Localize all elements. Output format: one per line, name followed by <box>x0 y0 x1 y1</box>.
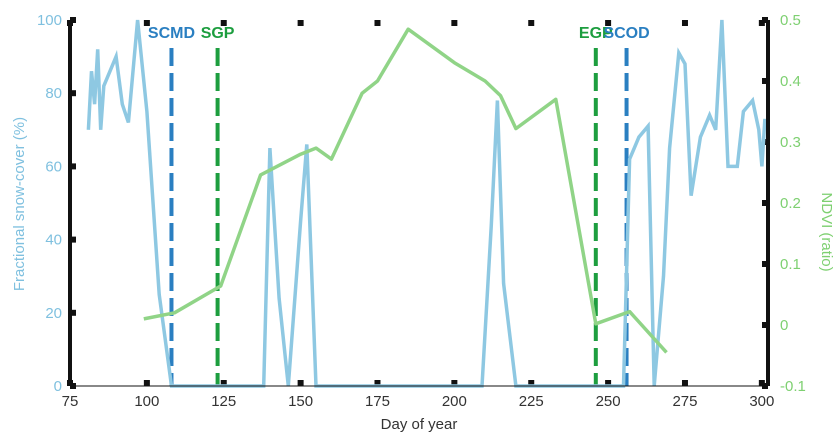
x-tick-label: 125 <box>211 393 236 410</box>
x-tick-label: 175 <box>365 393 390 410</box>
x-tick-label: 150 <box>288 393 313 410</box>
right-y-tick-label: 0.2 <box>780 195 801 212</box>
x-tick-label: 75 <box>62 393 79 410</box>
left-y-tick-mark <box>70 90 76 97</box>
x-tick-mark <box>528 380 535 386</box>
left-y-tick-mark <box>70 236 76 243</box>
x-tick-mark <box>681 380 688 386</box>
x-tick-mark <box>374 380 381 386</box>
plot-frame <box>68 20 770 387</box>
x-tick-mark-top <box>605 20 612 26</box>
right-y-tick-label: 0.3 <box>780 134 801 151</box>
x-tick-label: 200 <box>442 393 467 410</box>
right-y-tick-mark <box>762 322 768 328</box>
x-tick-label: 225 <box>519 393 544 410</box>
left-y-tick-label: 60 <box>45 158 62 175</box>
left-y-tick-mark <box>70 17 76 23</box>
marker-label-egp: EGP <box>579 25 613 42</box>
right-y-tick-label: 0.4 <box>780 73 801 90</box>
x-axis-ticks: 75 100 125 150 175 200 225 250 275 300 <box>62 20 774 410</box>
x-tick-mark <box>758 380 765 386</box>
left-y-tick-label: 40 <box>45 232 62 249</box>
x-tick-mark-top <box>374 20 381 26</box>
x-tick-mark-top <box>143 20 150 26</box>
right-y-tick-label: 0 <box>780 317 788 334</box>
left-y-tick-label: 80 <box>45 85 62 102</box>
x-tick-mark <box>297 380 304 386</box>
x-tick-mark <box>143 380 150 386</box>
marker-label-scmd: SCMD <box>148 25 195 42</box>
ndvi-line <box>143 27 668 354</box>
x-tick-mark-top <box>758 20 765 26</box>
series-lines <box>86 19 767 388</box>
x-tick-mark-top <box>528 20 535 26</box>
right-y-tick-mark <box>762 78 768 84</box>
right-y-tick-mark <box>762 261 768 267</box>
right-y-tick-mark <box>762 200 768 206</box>
x-tick-label: 100 <box>134 393 159 410</box>
right-y-axis-label: NDVI (ratio) <box>818 192 835 271</box>
left-y-axis-label: Fractional snow-cover (%) <box>11 117 28 291</box>
x-tick-label: 275 <box>672 393 697 410</box>
x-axis-label: Day of year <box>381 416 458 432</box>
x-tick-mark <box>220 380 227 386</box>
x-tick-label: 250 <box>596 393 621 410</box>
left-y-tick-mark <box>70 309 76 316</box>
right-y-tick-mark <box>762 17 768 23</box>
x-tick-mark <box>451 380 458 386</box>
snow-cover-line <box>86 19 767 388</box>
x-tick-mark-top <box>297 20 304 26</box>
x-tick-mark <box>605 380 612 386</box>
left-y-tick-label: 100 <box>37 12 62 29</box>
right-y-tick-label: 0.5 <box>780 12 801 29</box>
x-tick-mark-top <box>220 20 227 26</box>
x-tick-label: 300 <box>749 393 774 410</box>
right-y-tick-label: -0.1 <box>780 378 806 395</box>
x-tick-mark-top <box>681 20 688 26</box>
x-tick-mark-top <box>451 20 458 26</box>
left-y-tick-mark <box>70 163 76 170</box>
left-y-axis-ticks: 0 20 40 60 80 100 <box>37 12 76 395</box>
left-y-tick-label: 20 <box>45 305 62 322</box>
left-y-tick-label: 0 <box>54 378 62 395</box>
marker-label-scod: SCOD <box>603 25 649 42</box>
right-y-tick-label: 0.1 <box>780 256 801 273</box>
marker-label-sgp: SGP <box>201 25 235 42</box>
